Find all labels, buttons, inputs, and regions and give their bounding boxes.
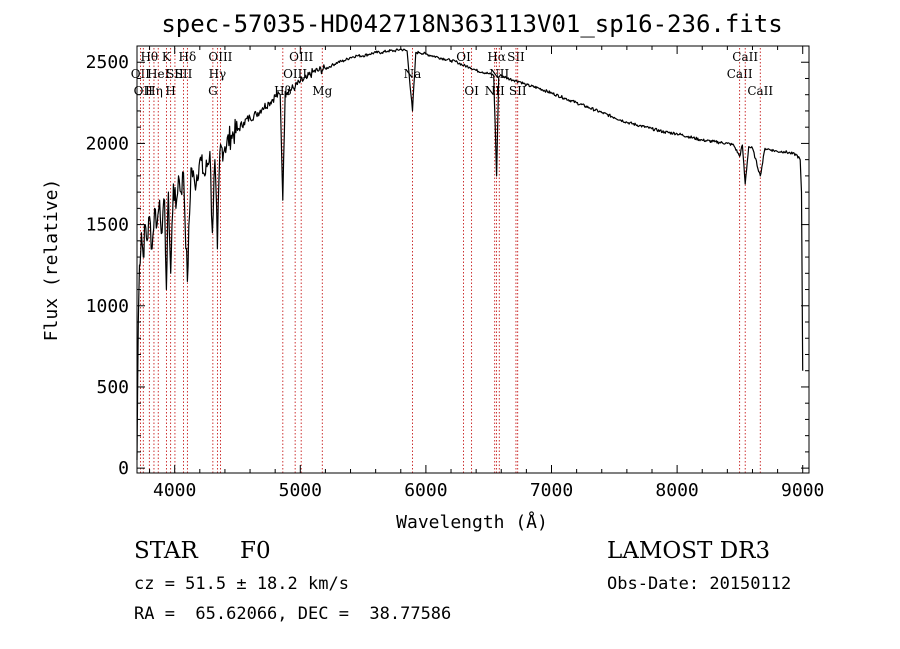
obs-date: Obs-Date: 20150112: [607, 574, 792, 594]
x-tick-label: 5000: [279, 480, 322, 501]
line-label: Hη: [145, 84, 163, 98]
plot-frame: [136, 45, 810, 474]
y-tick-label: 1000: [86, 296, 129, 317]
line-label: HeI: [147, 67, 170, 81]
spectral-line-markers: OIIOIIHθHηHeIKHSIISIIHδGHγOIIIHβOIIIOIII…: [131, 48, 773, 473]
line-label: G: [208, 84, 218, 98]
x-tick-label: 8000: [655, 480, 698, 501]
line-label: OIII: [289, 50, 313, 64]
line-label: OI: [464, 84, 479, 98]
line-label: Na: [404, 67, 422, 81]
line-label: CaII: [747, 84, 773, 98]
coordinates: RA = 65.62066, DEC = 38.77586: [134, 604, 452, 624]
y-axis-label: Flux (relative): [41, 179, 62, 342]
x-tick-label: 6000: [404, 480, 447, 501]
x-tick-label: 4000: [153, 480, 196, 501]
x-axis-label: Wavelength (Å): [396, 511, 548, 533]
line-label: Hβ: [274, 84, 291, 98]
line-label: CaII: [732, 50, 758, 64]
line-label: OI: [456, 50, 471, 64]
line-label: SII: [509, 84, 527, 98]
y-tick-label: 1500: [86, 215, 129, 236]
line-label: SII: [175, 67, 193, 81]
x-axis: 4000 5000 6000 7000 8000 9000: [149, 46, 824, 501]
line-label: Hγ: [209, 67, 227, 81]
redshift-cz: cz = 51.5 ± 18.2 km/s: [134, 574, 349, 594]
line-label: SII: [166, 67, 184, 81]
spectral-subclass: F0: [240, 538, 271, 564]
y-axis: 0 500 1000 1500 2000 2500: [86, 52, 809, 479]
survey-name: LAMOST DR3: [607, 538, 771, 564]
line-label: Hθ: [140, 50, 158, 64]
line-label: OIII: [208, 50, 232, 64]
x-tick-label: 7000: [530, 480, 573, 501]
line-label: Mg: [312, 84, 332, 98]
line-label: OII: [131, 67, 151, 81]
line-label: Hα: [487, 50, 506, 64]
line-label: Hδ: [179, 50, 197, 64]
y-tick-label: 2000: [86, 133, 129, 154]
x-tick-label: 9000: [781, 480, 824, 501]
line-label: NII: [485, 84, 505, 98]
line-label: H: [165, 84, 175, 98]
y-tick-label: 0: [118, 458, 129, 479]
spectrum-series-line: [136, 48, 804, 461]
y-tick-label: 500: [96, 377, 129, 398]
chart-title: spec-57035-HD042718N363113V01_sp16-236.f…: [161, 10, 782, 38]
line-label: CaII: [727, 67, 753, 81]
y-tick-label: 2500: [86, 52, 129, 73]
object-type: STAR: [134, 538, 198, 564]
line-label: K: [162, 50, 172, 64]
line-label: SII: [507, 50, 525, 64]
